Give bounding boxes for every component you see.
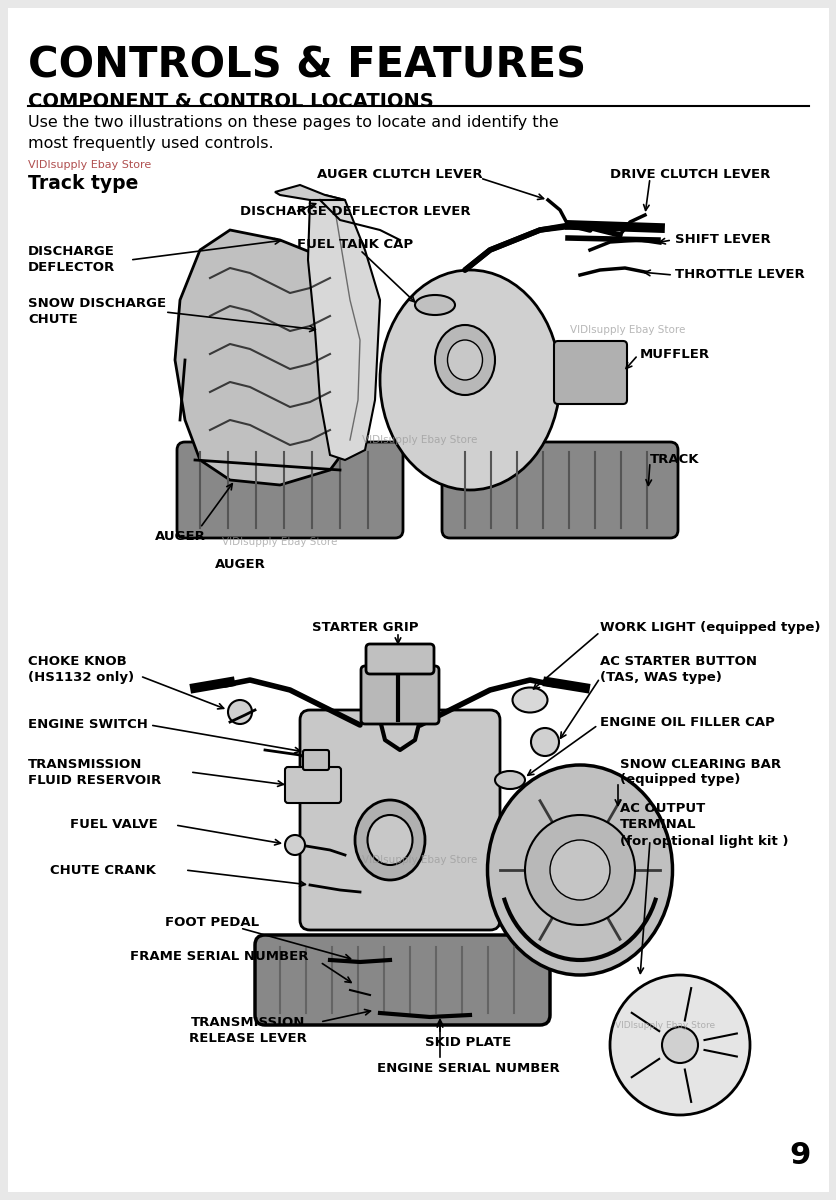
Text: SHIFT LEVER: SHIFT LEVER [674,234,770,246]
Text: DISCHARGE
DEFLECTOR: DISCHARGE DEFLECTOR [28,246,115,275]
Circle shape [549,840,609,900]
Circle shape [227,700,252,724]
FancyBboxPatch shape [553,341,626,404]
Text: AC STARTER BUTTON
(TAS, WAS type): AC STARTER BUTTON (TAS, WAS type) [599,655,756,684]
Ellipse shape [447,340,482,380]
Ellipse shape [487,766,671,974]
Text: DISCHARGE DEFLECTOR LEVER: DISCHARGE DEFLECTOR LEVER [239,205,470,218]
Ellipse shape [494,770,524,790]
Ellipse shape [380,270,559,490]
Text: AC OUTPUT
TERMINAL
(for optional light kit ): AC OUTPUT TERMINAL (for optional light k… [619,803,788,847]
FancyBboxPatch shape [299,710,499,930]
Text: VIDIsupply Ebay Store: VIDIsupply Ebay Store [28,160,151,170]
Text: Use the two illustrations on these pages to locate and identify the: Use the two illustrations on these pages… [28,115,558,130]
FancyBboxPatch shape [285,767,340,803]
Text: VIDIsupply Ebay Store: VIDIsupply Ebay Store [569,325,685,335]
Text: WORK LIGHT (equipped type): WORK LIGHT (equipped type) [599,622,819,635]
Circle shape [524,815,635,925]
Text: VIDIsupply Ebay Store: VIDIsupply Ebay Store [614,1020,714,1030]
Text: VIDIsupply Ebay Store: VIDIsupply Ebay Store [362,434,477,445]
Ellipse shape [354,800,425,880]
Text: most frequently used controls.: most frequently used controls. [28,136,273,151]
FancyBboxPatch shape [365,644,434,674]
Text: COMPONENT & CONTROL LOCATIONS: COMPONENT & CONTROL LOCATIONS [28,92,433,110]
Text: ENGINE OIL FILLER CAP: ENGINE OIL FILLER CAP [599,715,774,728]
Text: CONTROLS & FEATURES: CONTROLS & FEATURES [28,44,585,86]
Text: 9: 9 [788,1140,810,1170]
Text: FUEL TANK CAP: FUEL TANK CAP [297,239,413,252]
Circle shape [661,1027,697,1063]
FancyBboxPatch shape [255,935,549,1025]
FancyBboxPatch shape [176,442,402,538]
Polygon shape [175,230,370,485]
Text: STARTER GRIP: STARTER GRIP [311,622,418,635]
Ellipse shape [367,815,412,865]
Polygon shape [308,194,380,460]
Text: TRANSMISSION
RELEASE LEVER: TRANSMISSION RELEASE LEVER [189,1015,307,1044]
Text: VIDIsupply Ebay Store: VIDIsupply Ebay Store [222,536,337,547]
Text: AUGER: AUGER [155,530,206,542]
Text: SKID PLATE: SKID PLATE [425,1036,511,1049]
Text: FRAME SERIAL NUMBER: FRAME SERIAL NUMBER [130,950,308,964]
Text: TRANSMISSION
FLUID RESERVOIR: TRANSMISSION FLUID RESERVOIR [28,757,161,786]
Ellipse shape [415,295,455,314]
Text: AUGER: AUGER [215,558,266,571]
Text: AUGER CLUTCH LEVER: AUGER CLUTCH LEVER [317,168,482,181]
Text: ENGINE SERIAL NUMBER: ENGINE SERIAL NUMBER [376,1062,558,1074]
Text: DRIVE CLUTCH LEVER: DRIVE CLUTCH LEVER [609,168,769,181]
Text: FUEL VALVE: FUEL VALVE [70,818,157,832]
FancyBboxPatch shape [441,442,677,538]
Polygon shape [275,185,344,200]
Circle shape [285,835,304,854]
FancyBboxPatch shape [303,750,329,770]
FancyBboxPatch shape [360,666,438,724]
Text: SNOW DISCHARGE
CHUTE: SNOW DISCHARGE CHUTE [28,298,166,326]
Text: CHUTE CRANK: CHUTE CRANK [50,864,155,876]
Text: ENGINE SWITCH: ENGINE SWITCH [28,719,148,732]
Text: CHOKE KNOB
(HS1132 only): CHOKE KNOB (HS1132 only) [28,655,134,684]
Ellipse shape [435,325,494,395]
Circle shape [530,728,558,756]
Text: VIDIsupply Ebay Store: VIDIsupply Ebay Store [362,854,477,865]
Text: TRACK: TRACK [650,454,699,467]
Text: Track type: Track type [28,174,138,193]
Circle shape [609,974,749,1115]
FancyBboxPatch shape [8,8,828,1192]
Text: THROTTLE LEVER: THROTTLE LEVER [674,269,803,282]
Text: SNOW CLEARING BAR
(equipped type): SNOW CLEARING BAR (equipped type) [619,757,780,786]
Text: MUFFLER: MUFFLER [640,348,709,361]
Ellipse shape [512,688,547,713]
Text: FOOT PEDAL: FOOT PEDAL [165,916,259,929]
